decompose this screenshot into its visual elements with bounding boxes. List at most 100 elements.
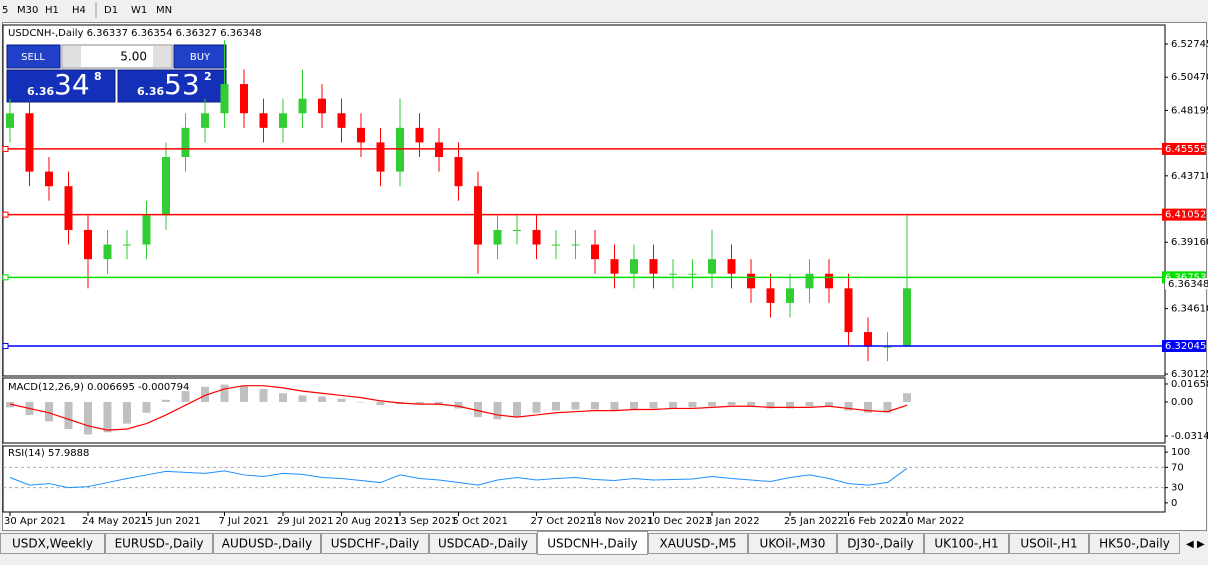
timeframe-button[interactable]: W1 bbox=[131, 5, 147, 16]
macd-bar bbox=[279, 393, 287, 402]
rsi-line bbox=[9, 467, 908, 489]
tab-scroll: ▶ bbox=[1197, 539, 1205, 550]
macd-bar bbox=[825, 401, 833, 407]
macd-bar bbox=[883, 401, 892, 413]
level-handle bbox=[2, 274, 9, 281]
macd-bar bbox=[162, 399, 170, 402]
tab-scroll: ◀ bbox=[1186, 539, 1194, 550]
timeframe-button[interactable]: 5 bbox=[2, 5, 8, 16]
macd-bar bbox=[903, 393, 911, 402]
macd-bar bbox=[786, 401, 794, 409]
ask-fraction: 2 bbox=[204, 70, 212, 83]
candle-body bbox=[864, 332, 872, 347]
timeframe-button[interactable]: MN bbox=[156, 5, 172, 16]
tab-label: DJ30-,Daily bbox=[847, 537, 914, 551]
macd-bar bbox=[708, 401, 716, 407]
tab[interactable] bbox=[924, 533, 1009, 554]
x-tick-label: 20 Aug 2021 bbox=[336, 516, 400, 527]
candle-body bbox=[571, 244, 580, 246]
candle-body bbox=[883, 346, 892, 348]
level-handle bbox=[2, 145, 9, 152]
ask-big-figure: 6.36 bbox=[137, 85, 164, 98]
macd-bar bbox=[376, 401, 385, 406]
tab-label: UKOil-,M30 bbox=[760, 537, 826, 551]
bid-box[interactable] bbox=[6, 69, 116, 103]
tab[interactable] bbox=[648, 533, 748, 554]
buy-button[interactable] bbox=[173, 44, 227, 69]
macd-bar bbox=[649, 401, 658, 409]
x-tick-label: 15 Jun 2021 bbox=[141, 516, 201, 527]
candle-body bbox=[435, 142, 443, 158]
y-tick-label: 6.39160 bbox=[1171, 237, 1208, 248]
tab[interactable] bbox=[213, 533, 321, 554]
candle-body bbox=[318, 98, 326, 114]
macd-bar bbox=[454, 401, 463, 409]
tab-label: USDCHF-,Daily bbox=[331, 537, 419, 551]
lots-up[interactable] bbox=[153, 46, 171, 67]
candle-body bbox=[552, 244, 560, 246]
macd-bar bbox=[766, 401, 775, 409]
y-tick-label: 0.00 bbox=[1171, 397, 1193, 408]
timeframe-button[interactable]: M30 bbox=[17, 5, 38, 16]
timeframe-button[interactable]: D1 bbox=[104, 5, 118, 16]
x-tick-label: 29 Jul 2021 bbox=[277, 516, 334, 527]
macd-bar bbox=[630, 401, 638, 410]
macd-bar bbox=[805, 401, 814, 407]
chart-title: USDCNH-,Daily 6.36337 6.36354 6.36327 6.… bbox=[8, 28, 262, 39]
tab[interactable] bbox=[321, 533, 429, 554]
macd-bar bbox=[201, 386, 209, 402]
tab[interactable] bbox=[837, 533, 924, 554]
candle-body bbox=[259, 113, 268, 128]
level-handle bbox=[2, 343, 9, 350]
ask-box[interactable] bbox=[117, 69, 227, 103]
tab[interactable] bbox=[1009, 533, 1089, 554]
macd-bar bbox=[181, 391, 190, 402]
tab[interactable] bbox=[1089, 533, 1180, 554]
x-tick-label: 10 Mar 2022 bbox=[901, 516, 964, 527]
y-tick-label: 6.30125 bbox=[1171, 369, 1208, 380]
x-tick-label: 10 Dec 2021 bbox=[648, 516, 712, 527]
tab[interactable] bbox=[429, 533, 537, 554]
timeframe-button[interactable]: H4 bbox=[72, 5, 86, 16]
x-tick-label: 13 Sep 2021 bbox=[394, 516, 457, 527]
tab-label: USDCAD-,Daily bbox=[438, 537, 528, 551]
candle-body bbox=[162, 157, 170, 216]
macd-bar bbox=[493, 401, 502, 420]
candle-body bbox=[279, 113, 287, 128]
tab[interactable] bbox=[748, 533, 837, 554]
level-label: 6.32045 bbox=[1165, 341, 1206, 352]
timeframe-button[interactable]: H1 bbox=[45, 5, 59, 16]
candle-body bbox=[123, 244, 131, 246]
bid-fraction: 8 bbox=[94, 70, 102, 83]
tab[interactable] bbox=[537, 531, 648, 555]
candle-body bbox=[6, 113, 14, 128]
trade-panel: SELL 5.00 BUY 6.36 34 8 6.36 53 2 bbox=[6, 44, 227, 103]
macd-bar bbox=[298, 395, 307, 402]
macd-bar bbox=[552, 401, 560, 411]
tab-label: USOil-,H1 bbox=[1020, 537, 1077, 551]
x-tick-label: 5 Oct 2021 bbox=[453, 516, 508, 527]
candle-body bbox=[240, 84, 248, 114]
lots-down[interactable] bbox=[63, 46, 81, 67]
candle-body bbox=[786, 288, 794, 303]
tab-label: XAUUSD-,M5 bbox=[660, 537, 737, 551]
macd-bar bbox=[532, 401, 541, 413]
sell-label: SELL bbox=[21, 52, 45, 63]
sell-button[interactable] bbox=[6, 44, 61, 69]
x-tick-label: 25 Jan 2022 bbox=[784, 516, 844, 527]
macd-bar bbox=[688, 401, 697, 408]
tab[interactable] bbox=[0, 533, 105, 554]
macd-bar bbox=[591, 401, 599, 410]
candle-body bbox=[903, 288, 911, 347]
macd-bar bbox=[669, 401, 677, 409]
x-tick-label: 18 Nov 2021 bbox=[589, 516, 653, 527]
lots-field[interactable] bbox=[61, 44, 173, 69]
candle-body bbox=[84, 229, 92, 260]
candle-body bbox=[610, 259, 619, 274]
level-label-bg bbox=[1162, 142, 1206, 155]
macd-title: MACD(12,26,9) 0.006695 -0.000794 bbox=[8, 382, 189, 393]
candle-body bbox=[630, 259, 638, 274]
price-label-bg bbox=[1165, 278, 1207, 290]
tab[interactable] bbox=[105, 533, 213, 554]
candle-body bbox=[201, 113, 209, 128]
